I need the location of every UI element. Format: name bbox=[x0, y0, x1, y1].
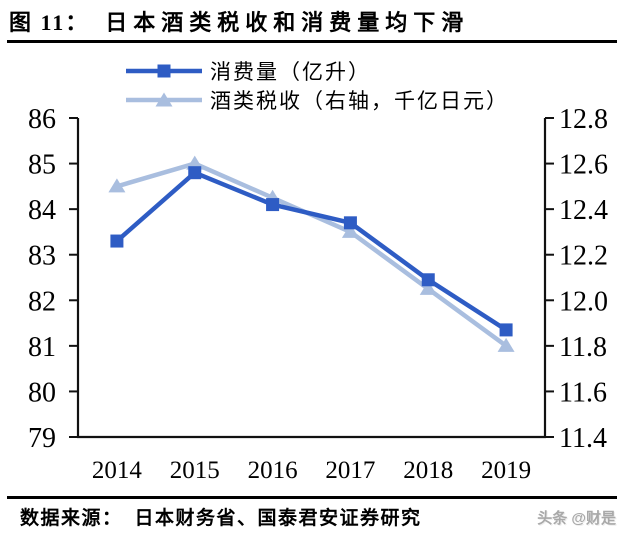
left-axis-label: 82 bbox=[28, 286, 56, 317]
left-axis-label: 83 bbox=[28, 241, 56, 272]
triangle-marker bbox=[497, 337, 515, 352]
chart-legend: 消费量（亿升） 酒类税收（右轴，千亿日元） bbox=[125, 56, 509, 114]
source-divider bbox=[7, 496, 617, 499]
left-axis-ticks: 86 85 84 83 82 81 80 79 bbox=[28, 104, 78, 454]
left-axis-label: 84 bbox=[28, 195, 56, 226]
square-marker bbox=[421, 273, 435, 287]
x-axis-label: 2018 bbox=[403, 457, 453, 484]
square-marker bbox=[499, 323, 513, 337]
chart-axes bbox=[76, 118, 547, 439]
title-divider bbox=[7, 40, 617, 43]
figure-number: 图 11： bbox=[9, 10, 90, 35]
series-consumption bbox=[110, 166, 513, 337]
x-axis-label: 2019 bbox=[481, 457, 531, 484]
triangle-marker bbox=[419, 280, 437, 295]
left-axis-label: 80 bbox=[28, 377, 56, 408]
series-tax bbox=[108, 155, 515, 352]
left-axis-label: 86 bbox=[28, 104, 56, 135]
right-axis-label: 11.8 bbox=[559, 332, 607, 363]
legend-label-consumption: 消费量（亿升） bbox=[210, 59, 371, 84]
triangle-marker bbox=[108, 178, 126, 193]
triangle-marker bbox=[186, 155, 204, 170]
right-axis-label: 12.2 bbox=[559, 241, 608, 272]
square-marker bbox=[110, 234, 124, 248]
square-marker bbox=[266, 198, 280, 212]
x-axis-label: 2017 bbox=[325, 457, 375, 484]
right-axis-label: 12.4 bbox=[559, 195, 608, 226]
source-line: 数据来源： 日本财务省、国泰君安证券研究 bbox=[20, 503, 422, 530]
legend-item-consumption: 消费量（亿升） bbox=[125, 56, 509, 85]
dual-axis-line-chart: 86 85 84 83 82 81 80 79 12.8 12.6 12.4 12.2 12.0 11.8… bbox=[28, 104, 608, 484]
figure-title-text: 日本酒类税收和消费量均下滑 bbox=[105, 10, 470, 35]
x-axis-labels: 2014 2015 2016 2017 2018 2019 bbox=[92, 457, 531, 484]
left-axis-label: 85 bbox=[28, 150, 56, 181]
source-text: 日本财务省、国泰君安证券研究 bbox=[134, 508, 422, 529]
x-axis-label: 2016 bbox=[248, 457, 298, 484]
right-axis-label: 11.4 bbox=[559, 423, 607, 454]
right-axis-label: 11.6 bbox=[559, 377, 607, 408]
source-label: 数据来源： bbox=[20, 508, 123, 529]
right-axis-label: 12.8 bbox=[559, 104, 608, 135]
right-axis-label: 12.0 bbox=[559, 286, 608, 317]
left-axis-label: 81 bbox=[28, 332, 56, 363]
legend-triangle-series-icon bbox=[126, 92, 202, 106]
left-axis-label: 79 bbox=[28, 423, 56, 454]
triangle-marker bbox=[341, 223, 359, 238]
legend-item-tax: 酒类税收（右轴，千亿日元） bbox=[125, 85, 509, 114]
watermark: 头条 @财是 bbox=[537, 510, 616, 527]
square-marker bbox=[343, 216, 357, 230]
x-axis-label: 2014 bbox=[92, 457, 143, 484]
figure-title: 图 11： 日本酒类税收和消费量均下滑 bbox=[9, 5, 469, 37]
legend-square-series-icon bbox=[126, 64, 202, 77]
square-marker bbox=[188, 166, 202, 180]
right-axis-ticks: 12.8 12.6 12.4 12.2 12.0 11.8 11.6 11.4 bbox=[545, 104, 608, 454]
right-axis-label: 12.6 bbox=[559, 150, 608, 181]
x-axis-label: 2015 bbox=[170, 457, 220, 484]
legend-label-tax: 酒类税收（右轴，千亿日元） bbox=[210, 88, 509, 113]
